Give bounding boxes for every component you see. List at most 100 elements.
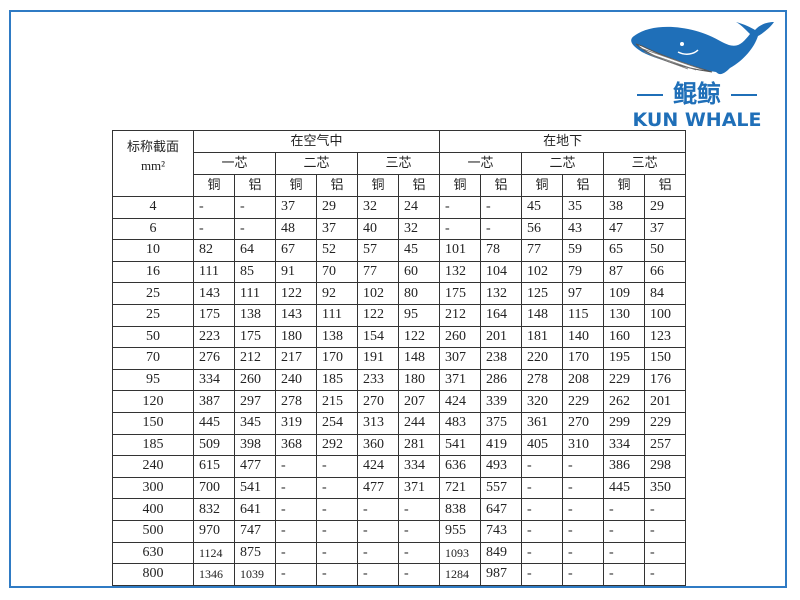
value-cell: 43 — [562, 217, 605, 241]
table-row: 240 615 477- -424 334 636 493- -386 298 — [112, 455, 687, 478]
value-cell: 955 — [439, 519, 482, 543]
value-cell: 59 — [562, 239, 605, 262]
value-cell: 52 — [316, 239, 358, 262]
value-cell: 319 — [275, 411, 317, 435]
value-cell: 262 — [603, 390, 646, 413]
value-cell: 477 — [234, 455, 276, 478]
value-cell: - — [275, 519, 317, 543]
value-cell: 541 — [234, 476, 276, 500]
value-cell: 240 — [275, 368, 317, 392]
value-cell: 254 — [316, 411, 358, 435]
value-cell: 208 — [562, 368, 605, 392]
value-cell: 229 — [562, 390, 605, 413]
value-cell: - — [397, 563, 441, 586]
table-row: 300 700 541- -477 371 721 557- -445 350 — [112, 476, 687, 500]
value-cell: 64 — [234, 239, 276, 262]
material-header: 铜 — [193, 174, 235, 197]
value-cell: - — [357, 541, 399, 565]
value-cell: 220 — [521, 347, 564, 370]
value-cell: - — [316, 519, 358, 543]
value-cell: 175 — [234, 325, 276, 349]
value-cell: - — [603, 519, 646, 543]
size-label: 标称截面 — [126, 140, 179, 155]
value-cell: 278 — [521, 368, 564, 392]
table-row: 50 223 175 180 138 154 122 260 201 181 140 160 123 — [112, 325, 687, 349]
table-row: 150 445 345 319 254 313 244 483 375 361 270 299 229 — [112, 411, 687, 435]
header-row-groups: 标称截面 mm² 在空气中 在地下 — [112, 130, 687, 197]
value-cell: 281 — [397, 433, 441, 457]
value-cell: 1124 — [193, 541, 235, 565]
size-cell: 185 — [112, 433, 194, 457]
value-cell: 260 — [234, 368, 276, 392]
value-cell: 132 — [480, 282, 523, 305]
value-cell: 79 — [562, 260, 605, 284]
value-cell: 37 — [316, 217, 358, 241]
value-cell: - — [275, 498, 317, 521]
value-cell: 45 — [521, 196, 564, 219]
whale-icon — [631, 22, 774, 75]
value-cell: - — [562, 563, 605, 586]
size-cell: 240 — [112, 455, 194, 478]
value-cell: 345 — [234, 411, 276, 435]
value-cell: 164 — [480, 303, 523, 327]
value-cell: 148 — [397, 347, 441, 370]
table-row: 95 334 260 240 185 233 180 371 286 278 208 229 176 — [112, 368, 687, 392]
value-cell: 170 — [562, 347, 605, 370]
value-cell: - — [644, 541, 687, 565]
value-cell: 541 — [439, 433, 482, 457]
brand-cn-text: 鲲鲸 — [673, 80, 721, 108]
value-cell: - — [397, 519, 441, 543]
value-cell: 57 — [357, 239, 399, 262]
value-cell: 405 — [521, 433, 564, 457]
brand-name-en: KUN WHALE — [632, 109, 762, 131]
value-cell: 260 — [439, 325, 482, 349]
value-cell: 368 — [275, 433, 317, 457]
table-row: 25 143 111 122 92 102 80 175 132 125 97 109 84 — [112, 282, 687, 305]
value-cell: - — [521, 519, 564, 543]
value-cell: 175 — [439, 282, 482, 305]
value-cell: 360 — [357, 433, 399, 457]
value-cell: 298 — [644, 455, 687, 478]
material-header: 铜 — [275, 174, 317, 197]
value-cell: 48 — [275, 217, 317, 241]
value-cell: 195 — [603, 347, 646, 370]
value-cell: - — [193, 196, 235, 219]
core-header: 一芯 — [439, 152, 523, 175]
value-cell: 102 — [521, 260, 564, 284]
size-cell: 25 — [112, 282, 194, 305]
value-cell: - — [562, 541, 605, 565]
size-cell: 70 — [112, 347, 194, 370]
size-cell: 10 — [112, 239, 194, 262]
value-cell: 191 — [357, 347, 399, 370]
value-cell: 66 — [644, 260, 687, 284]
value-cell: 138 — [234, 303, 276, 327]
value-cell: - — [562, 476, 605, 500]
size-cell: 50 — [112, 325, 194, 349]
size-cell: 630 — [112, 541, 194, 565]
value-cell: - — [562, 455, 605, 478]
value-cell: 87 — [603, 260, 646, 284]
value-cell: - — [644, 498, 687, 521]
value-cell: 125 — [521, 282, 564, 305]
value-cell: - — [521, 498, 564, 521]
value-cell: 65 — [603, 239, 646, 262]
value-cell: 91 — [275, 260, 317, 284]
value-cell: 60 — [397, 260, 441, 284]
size-cell: 800 — [112, 563, 194, 586]
value-cell: 1284 — [439, 563, 482, 586]
value-cell: - — [397, 498, 441, 521]
value-cell: 223 — [193, 325, 235, 349]
value-cell: 143 — [193, 282, 235, 305]
core-header: 三芯 — [356, 152, 441, 175]
table-row: 500 970 747- - - -955 743- - - - — [112, 519, 687, 543]
value-cell: 122 — [397, 325, 441, 349]
value-cell: 445 — [603, 476, 646, 500]
value-cell: 215 — [316, 390, 358, 413]
material-header: 铝 — [316, 174, 358, 197]
value-cell: 176 — [644, 368, 687, 392]
value-cell: 38 — [603, 196, 646, 219]
value-cell: 721 — [439, 476, 482, 500]
value-cell: 307 — [439, 347, 482, 370]
group-header-underground: 在地下 — [439, 130, 687, 153]
value-cell: 334 — [397, 455, 441, 478]
